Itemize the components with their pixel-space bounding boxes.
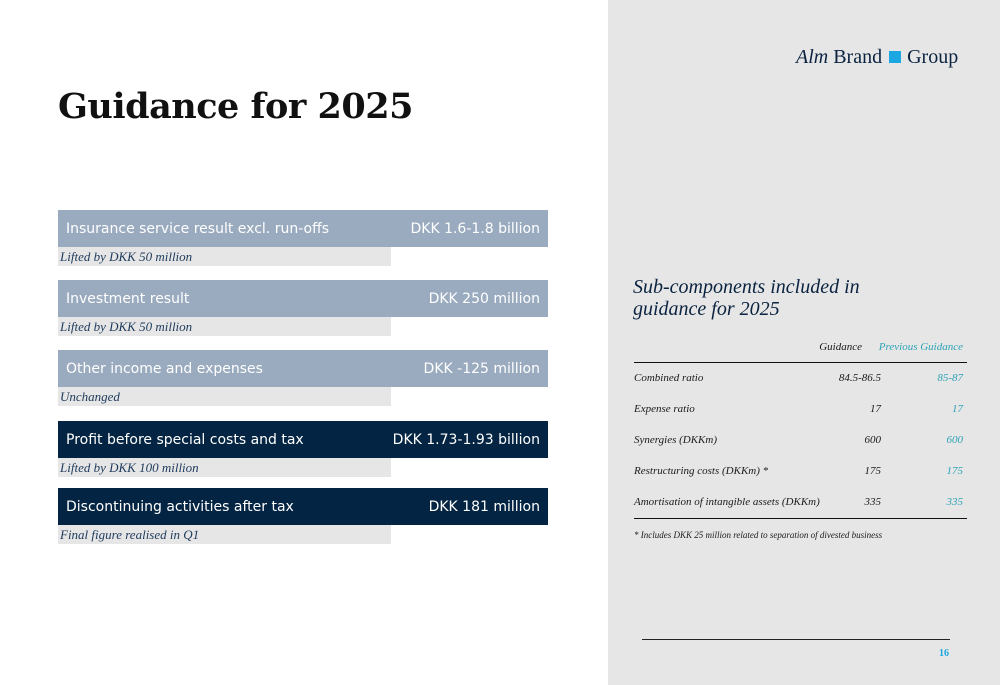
header-guidance: Guidance bbox=[819, 341, 862, 353]
row-label: Synergies (DKKm) bbox=[634, 434, 717, 446]
guidance-label: Profit before special costs and tax bbox=[66, 431, 304, 448]
table-row: Combined ratio 84.5-86.5 85-87 bbox=[634, 363, 967, 394]
page-title: Guidance for 2025 bbox=[58, 86, 413, 127]
guidance-label: Insurance service result excl. run-offs bbox=[66, 220, 330, 237]
guidance-value: DKK 1.73-1.93 billion bbox=[392, 431, 540, 448]
row-previous: 85-87 bbox=[937, 372, 963, 384]
guidance-bar-insurance-service-result: Insurance service result excl. run-offs … bbox=[58, 210, 548, 247]
guidance-bar-investment-result: Investment result DKK 250 million bbox=[58, 280, 548, 317]
guidance-value: DKK -125 million bbox=[423, 360, 540, 377]
row-guidance: 175 bbox=[864, 465, 882, 477]
table-row: Amortisation of intangible assets (DKKm)… bbox=[634, 487, 967, 518]
guidance-value: DKK 181 million bbox=[428, 498, 540, 515]
table-row: Synergies (DKKm) 600 600 bbox=[634, 425, 967, 456]
table-row: Expense ratio 17 17 bbox=[634, 394, 967, 425]
guidance-label: Discontinuing activities after tax bbox=[66, 498, 294, 515]
row-guidance: 84.5-86.5 bbox=[838, 372, 881, 384]
guidance-note: Lifted by DKK 50 million bbox=[58, 247, 391, 266]
subcomponents-title: Sub-components included in guidance for 2… bbox=[633, 276, 860, 320]
row-previous: 335 bbox=[946, 496, 964, 508]
row-guidance: 335 bbox=[864, 496, 882, 508]
page-number: 16 bbox=[939, 648, 949, 659]
header-previous-guidance: Previous Guidance bbox=[878, 341, 963, 353]
guidance-bar-profit-before-tax: Profit before special costs and tax DKK … bbox=[58, 421, 548, 458]
row-previous: 600 bbox=[946, 434, 964, 446]
row-guidance: 17 bbox=[870, 403, 881, 415]
guidance-note: Lifted by DKK 50 million bbox=[58, 317, 391, 336]
guidance-bar-other-income: Other income and expenses DKK -125 milli… bbox=[58, 350, 548, 387]
row-label: Restructuring costs (DKKm) * bbox=[634, 465, 769, 477]
table-bottom-rule bbox=[634, 518, 967, 519]
row-label: Combined ratio bbox=[634, 372, 704, 384]
subcomponents-table: Guidance Previous Guidance Combined rati… bbox=[634, 337, 967, 519]
guidance-note: Lifted by DKK 100 million bbox=[58, 458, 391, 477]
row-guidance: 600 bbox=[864, 434, 882, 446]
guidance-value: DKK 1.6-1.8 billion bbox=[410, 220, 540, 237]
guidance-label: Investment result bbox=[66, 290, 190, 307]
row-label: Amortisation of intangible assets (DKKm) bbox=[634, 496, 820, 508]
row-previous: 17 bbox=[952, 403, 963, 415]
right-panel bbox=[608, 0, 1000, 685]
guidance-bar-discontinuing-activities: Discontinuing activities after tax DKK 1… bbox=[58, 488, 548, 525]
guidance-value: DKK 250 million bbox=[428, 290, 540, 307]
row-previous: 175 bbox=[946, 465, 964, 477]
guidance-label: Other income and expenses bbox=[66, 360, 263, 377]
company-logo: Alm Brand Group bbox=[796, 46, 959, 68]
table-header: Guidance Previous Guidance bbox=[634, 337, 967, 363]
guidance-note: Unchanged bbox=[58, 387, 391, 406]
table-row: Restructuring costs (DKKm) * 175 175 bbox=[634, 456, 967, 487]
guidance-note: Final figure realised in Q1 bbox=[58, 525, 391, 544]
logo-square-icon bbox=[889, 51, 902, 63]
footer-divider bbox=[642, 639, 950, 640]
table-footnote: * Includes DKK 25 million related to sep… bbox=[634, 530, 883, 540]
row-label: Expense ratio bbox=[634, 403, 695, 415]
